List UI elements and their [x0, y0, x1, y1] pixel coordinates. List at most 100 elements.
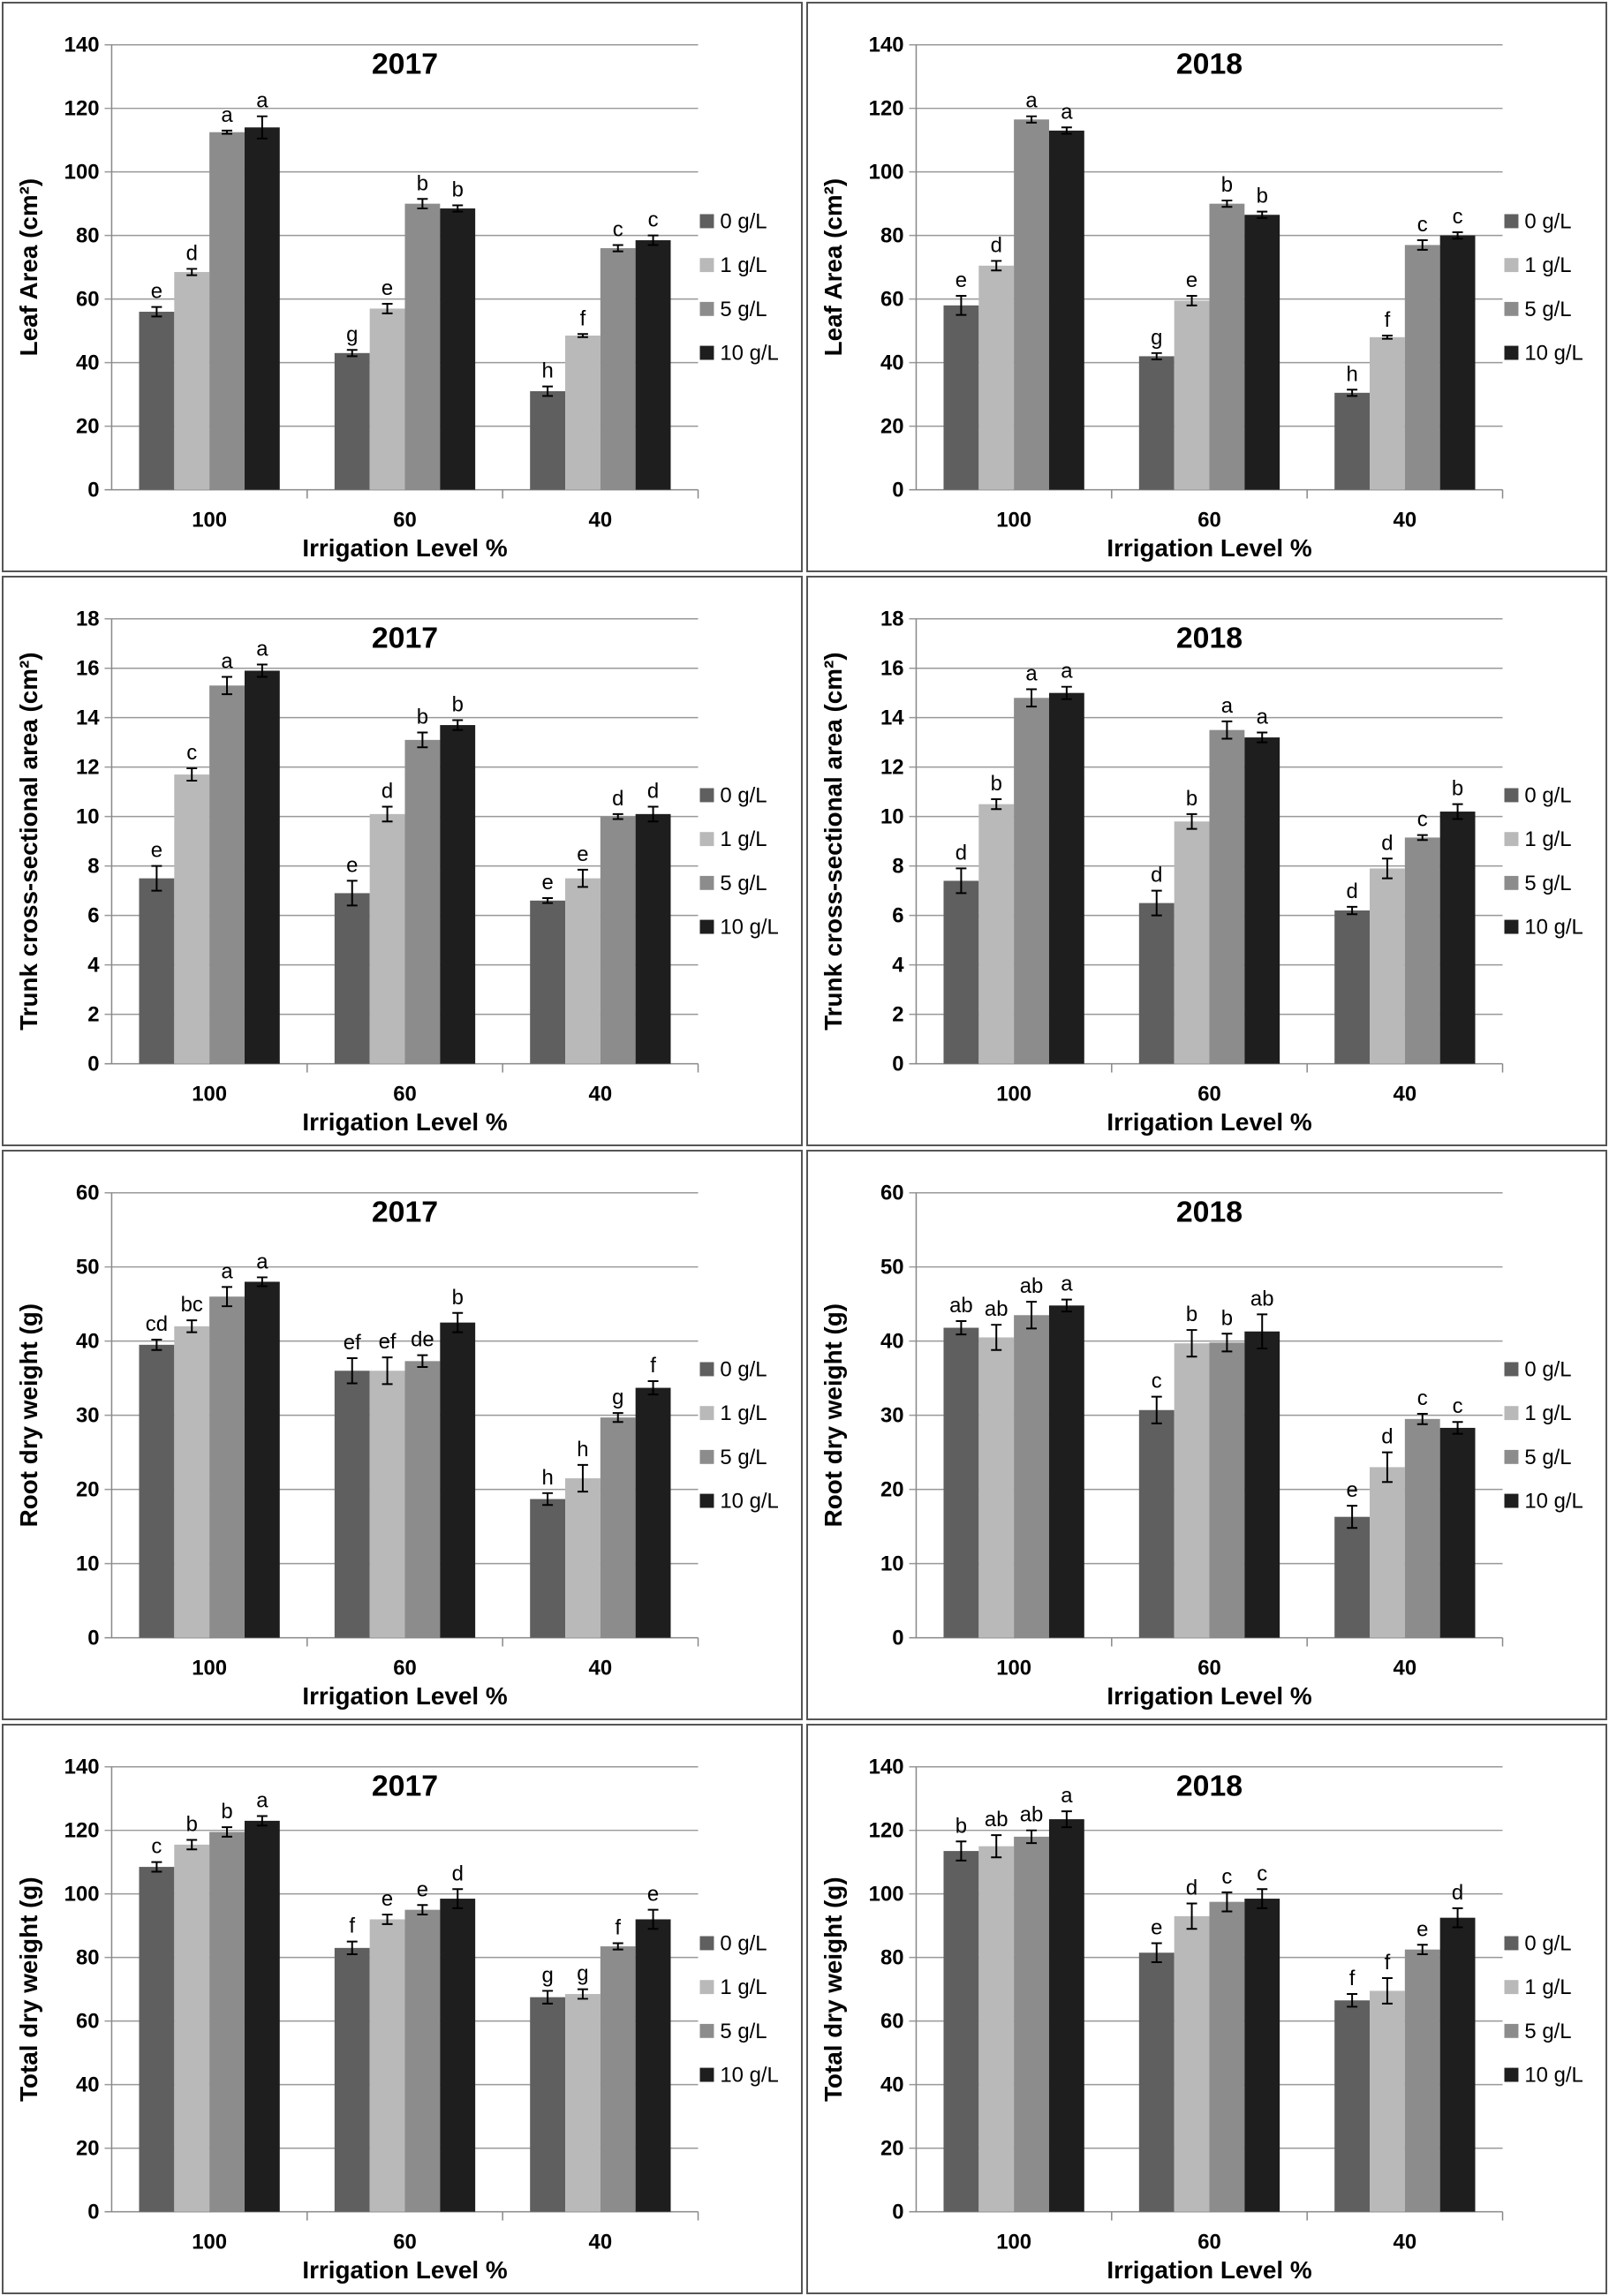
chart-panel: 0 10 20 30 40 50 60 100 ab ab ab a 60 c b b ab 40 e d c c 2018… [806, 1150, 1607, 1720]
significance-letter: e [151, 839, 162, 863]
error-bar [1416, 239, 1428, 251]
bar [565, 878, 601, 1064]
error-bar [612, 1942, 623, 1951]
bar [369, 813, 405, 1064]
bar [139, 312, 175, 490]
significance-letter: c [151, 1835, 162, 1859]
significance-letter: e [417, 1877, 428, 1901]
error-bar [1347, 389, 1358, 397]
significance-letter: a [1221, 694, 1234, 718]
error-bar [1061, 126, 1072, 135]
y-tick-label: 40 [76, 351, 100, 375]
legend-label: 1 g/L [1524, 1975, 1571, 1999]
x-tick-label: 40 [1394, 508, 1417, 532]
bar [1209, 729, 1245, 1064]
y-tick-label: 14 [880, 706, 904, 730]
bar [404, 1909, 441, 2212]
significance-letter: d [186, 242, 198, 266]
legend-swatch [1504, 1980, 1519, 1995]
bar [404, 739, 441, 1064]
significance-letter: e [346, 854, 358, 878]
y-tick-label: 140 [869, 1756, 904, 1779]
bar [1209, 203, 1245, 490]
y-tick-label: 6 [892, 904, 903, 928]
significance-letter: a [1061, 1784, 1073, 1808]
bar [1244, 1331, 1280, 1638]
error-bar [991, 798, 1002, 811]
bar [1048, 1819, 1084, 2212]
error-bar [1347, 905, 1358, 916]
legend-label: 10 g/L [1524, 916, 1583, 940]
y-tick-label: 100 [869, 161, 904, 185]
significance-letter: h [541, 1466, 553, 1490]
chart-panel: 0 20 40 60 80 100 120 140 100 e d a a 60 g e b b 40 h f c c 201… [2, 2, 803, 572]
y-axis-title: Leaf Area (cm²) [820, 178, 847, 356]
legend-label: 5 g/L [1524, 298, 1571, 321]
significance-letter: cd [146, 1312, 168, 1336]
significance-letter: c [1417, 808, 1428, 832]
legend-swatch [699, 345, 714, 360]
y-tick-label: 120 [869, 97, 904, 121]
bar [174, 272, 210, 490]
legend-swatch [1504, 214, 1519, 229]
significance-letter: b [452, 693, 464, 717]
x-tick-label: 100 [996, 2230, 1031, 2254]
significance-letter: c [186, 741, 197, 765]
x-axis-title: Irrigation Level % [302, 1682, 508, 1710]
legend-swatch [1504, 1406, 1519, 1421]
y-tick-label: 100 [64, 161, 100, 185]
legend-swatch [699, 1493, 714, 1508]
significance-letter: d [1151, 864, 1162, 887]
y-tick-label: 140 [869, 34, 904, 57]
error-bar [1186, 295, 1197, 306]
y-tick-label: 8 [892, 855, 903, 879]
chart-title: 2017 [372, 622, 438, 655]
bar [334, 352, 370, 490]
y-tick-label: 4 [87, 954, 100, 978]
significance-letter: a [1025, 662, 1038, 686]
y-tick-label: 80 [76, 1946, 100, 1970]
bar [440, 725, 476, 1064]
bar [1404, 245, 1440, 490]
legend-swatch [699, 2067, 714, 2082]
bar [369, 308, 405, 490]
error-bar [542, 385, 554, 397]
significance-letter: a [1025, 89, 1038, 113]
significance-letter: g [577, 1962, 588, 1986]
chart-panel: 0 2 4 6 8 10 12 14 16 18 100 e c a a 60 e d b b 40 e e d d 2017 Ir… [2, 576, 803, 1146]
significance-letter: c [648, 208, 659, 232]
significance-letter: c [1417, 213, 1428, 237]
bar [1404, 837, 1440, 1064]
y-axis-title: Root dry weight (g) [820, 1303, 847, 1527]
bar [404, 1361, 441, 1638]
legend-label: 10 g/L [1524, 2064, 1583, 2088]
error-bar [186, 767, 198, 782]
bar [244, 1281, 280, 1638]
bar [244, 1820, 280, 2212]
x-tick-label: 40 [589, 508, 613, 532]
error-bar [346, 1356, 358, 1385]
bar [369, 1919, 405, 2212]
significance-letter: d [991, 234, 1002, 258]
significance-letter: ab [1250, 1288, 1274, 1311]
significance-letter: f [1385, 308, 1391, 332]
y-tick-label: 80 [76, 224, 100, 248]
bar [174, 774, 210, 1064]
legend-swatch [1504, 1493, 1519, 1508]
legend-label: 1 g/L [1524, 1401, 1571, 1425]
error-bar [1026, 1301, 1038, 1330]
significance-letter: b [1186, 1303, 1197, 1326]
significance-letter: ab [949, 1294, 973, 1318]
error-bar [346, 1940, 358, 1956]
legend-label: 0 g/L [1524, 209, 1571, 233]
legend-swatch [699, 1362, 714, 1377]
bar [1138, 356, 1175, 490]
significance-letter: a [221, 650, 233, 674]
significance-letter: b [1452, 777, 1463, 801]
significance-letter: b [1186, 787, 1197, 811]
legend-label: 1 g/L [720, 253, 767, 277]
error-bar [381, 1914, 393, 1925]
significance-letter: b [417, 171, 428, 195]
bar [600, 816, 636, 1064]
y-tick-label: 60 [76, 2010, 100, 2034]
